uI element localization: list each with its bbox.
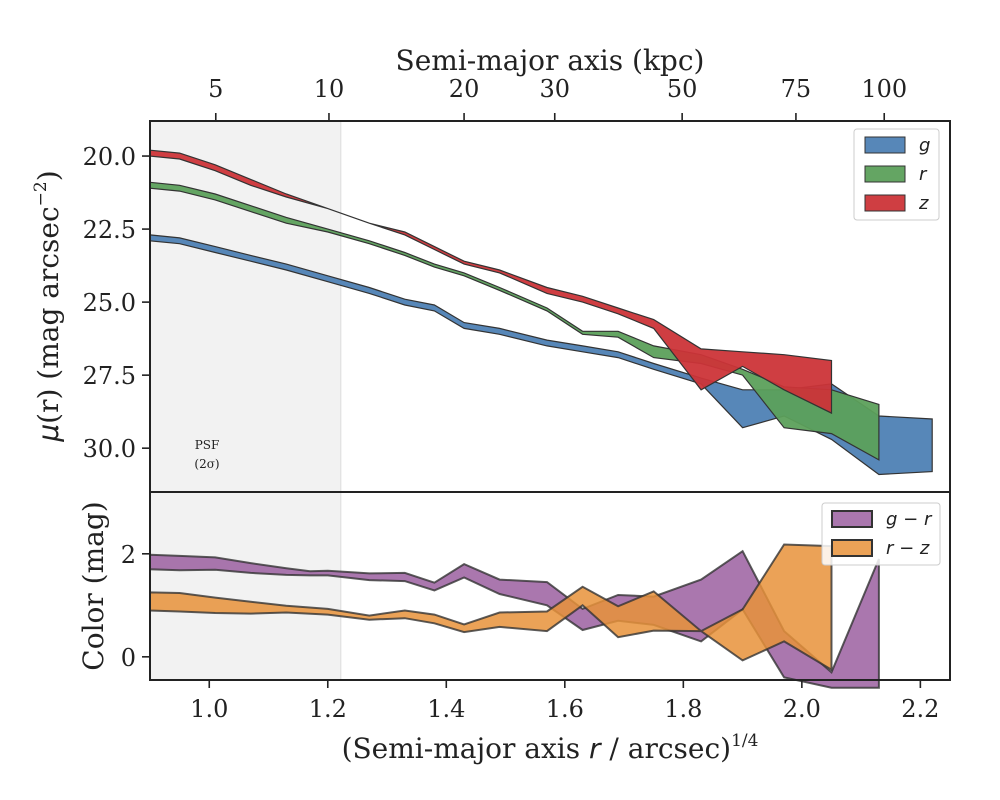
x-axis-label-main: (Semi-major axis — [342, 732, 589, 765]
bottom-x-tick-label: 2.2 — [901, 695, 939, 723]
bottom-x-tick-label: 1.4 — [427, 695, 465, 723]
top-x-tick-label: 20 — [449, 75, 480, 103]
lower-band-gr — [149, 549, 880, 689]
upper-y-ticks: 20.0 22.5 25.0 27.5 30.0 — [83, 143, 150, 463]
upper-y-label: μ(r) (mag arcsec−2) — [31, 170, 65, 442]
upper-panel: 20.022.525.027.530.0 5 10 20 30 50 75 100 PSF … — [83, 75, 951, 493]
bottom-axis-ticks: 1.0 1.2 1.4 1.6 1.8 2.0 2.2 — [190, 680, 939, 723]
top-axis-ticks: 5 10 20 30 50 75 100 — [208, 75, 907, 121]
top-x-tick-label: 75 — [781, 75, 812, 103]
lower-legend: g − r r − z — [821, 502, 941, 566]
bottom-x-tick-label: 1.2 — [309, 695, 347, 723]
upper-y-label-rest: (r) (mag arcsec — [32, 206, 65, 424]
bottom-x-tick-label: 1.8 — [664, 695, 702, 723]
lower-y-tick-label: 2 — [121, 541, 136, 569]
top-x-tick-label: 30 — [539, 75, 570, 103]
top-x-tick-label: 5 — [208, 75, 223, 103]
x-axis-label-unit: / arcsec) — [601, 732, 732, 765]
legend-label: g − r — [886, 509, 933, 530]
psf-label-line1: PSF — [195, 438, 220, 452]
top-x-tick-label: 50 — [667, 75, 698, 103]
lower-panel: 02 1.0 1.2 1.4 1.6 1.8 2.0 2.2 g − rr − z — [121, 491, 951, 723]
lower-psf-region — [149, 491, 342, 681]
bottom-x-tick-label: 1.6 — [546, 695, 584, 723]
upper-y-label-close: ) — [32, 170, 65, 181]
upper-series-group — [149, 149, 933, 476]
lower-series-group — [149, 543, 880, 689]
lower-y-tick-label: 0 — [121, 644, 136, 672]
legend-label: r − z — [886, 538, 930, 559]
legend-swatch — [831, 539, 873, 557]
x-axis-label-var: r — [589, 732, 602, 765]
upper-y-label-exp: −2 — [31, 181, 51, 206]
upper-y-tick-label: 25.0 — [83, 289, 136, 317]
psf-label-line2: (2σ) — [194, 457, 219, 471]
legend-label: z — [918, 193, 929, 214]
lower-y-ticks: 02 — [121, 541, 150, 672]
legend-label: g — [919, 135, 930, 156]
top-x-tick-label: 10 — [314, 75, 345, 103]
bottom-x-tick-label: 1.0 — [190, 695, 228, 723]
upper-band-g — [149, 234, 933, 476]
upper-y-tick-label: 22.5 — [83, 216, 136, 244]
lower-y-label: Color (mag) — [77, 501, 110, 670]
legend-swatch — [864, 165, 906, 183]
upper-y-tick-label: 20.0 — [83, 143, 136, 171]
upper-y-label-mu: μ — [32, 424, 65, 443]
legend-swatch — [831, 510, 873, 528]
lower-band-rz — [149, 543, 833, 672]
upper-band-r — [149, 181, 880, 461]
lower-axes-frame — [149, 491, 951, 681]
upper-y-tick-label: 30.0 — [83, 435, 136, 463]
x-axis-label-exp: 1/4 — [731, 731, 758, 751]
upper-legend: grz — [853, 128, 940, 221]
legend-swatch — [864, 136, 906, 154]
legend-swatch — [864, 194, 906, 212]
upper-y-tick-label: 27.5 — [83, 362, 136, 390]
legend-label: r — [919, 164, 928, 185]
top-x-tick-label: 100 — [861, 75, 907, 103]
bottom-x-tick-label: 2.0 — [783, 695, 821, 723]
upper-band-z — [149, 149, 833, 415]
x-axis-label: (Semi-major axis r / arcsec)1/4 — [342, 731, 759, 765]
top-axis-label: Semi-major axis (kpc) — [396, 44, 705, 77]
